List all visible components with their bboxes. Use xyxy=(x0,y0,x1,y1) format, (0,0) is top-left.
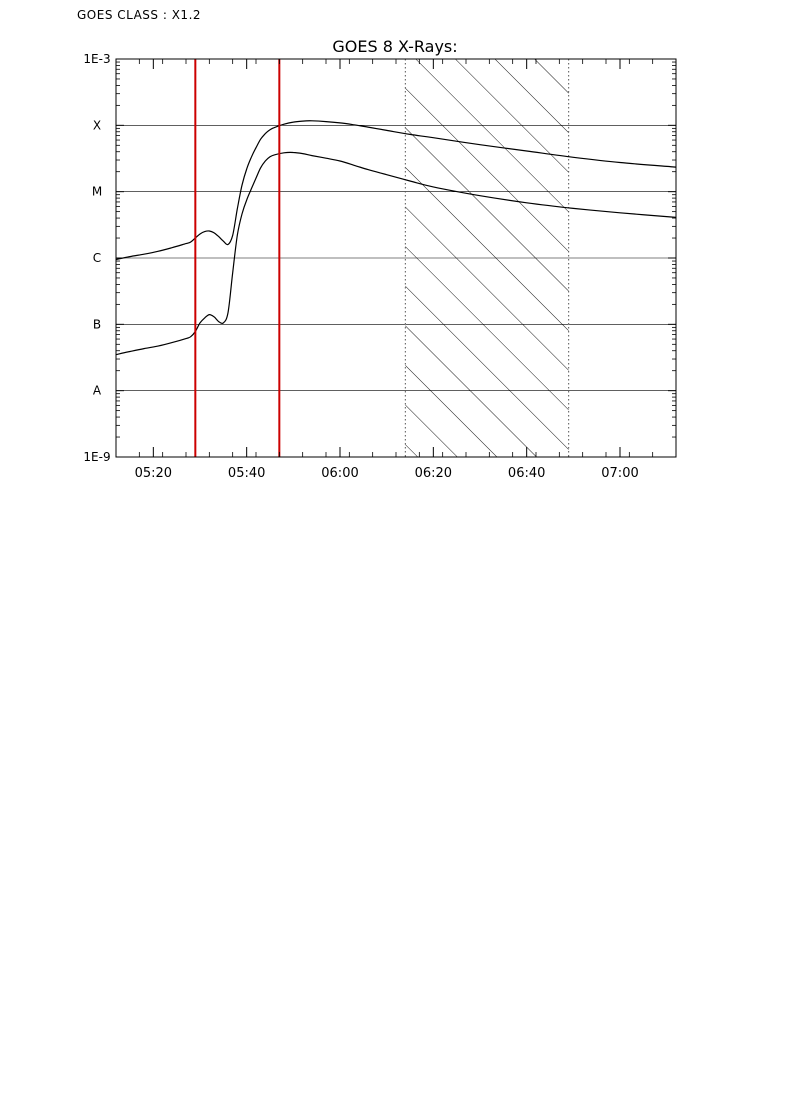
goes-xray-chart: GOES 8 X-Rays: 1E-3 X M C B A 1E-9 05:20 05:40 06… xyxy=(83,37,677,481)
x-tick-label: 05:40 xyxy=(228,466,265,481)
y-tick-label: M xyxy=(92,185,102,199)
x-tick-label: 07:00 xyxy=(601,466,638,481)
y-tick-label: B xyxy=(93,317,101,331)
y-tick-label: 1E-3 xyxy=(83,52,110,66)
goes-class-header: GOES CLASS : X1.2 xyxy=(77,8,202,22)
chart-title: GOES 8 X-Rays: xyxy=(332,37,457,56)
y-tick-label: C xyxy=(93,251,101,265)
plot-frame xyxy=(115,58,677,458)
y-tick-label: X xyxy=(93,118,101,132)
grid-lines xyxy=(116,125,676,391)
x-tick-label: 05:20 xyxy=(135,466,172,481)
tick-labels-group: 1E-3 X M C B A 1E-9 05:20 05:40 06:00 06:20 06:40 07… xyxy=(83,52,638,481)
hatched-region-group xyxy=(404,59,570,457)
y-tick-label: A xyxy=(93,384,102,398)
x-tick-label: 06:00 xyxy=(321,466,358,481)
series-line-1 xyxy=(115,120,677,261)
series-group xyxy=(115,120,677,356)
hatched-region xyxy=(405,59,569,457)
y-tick-label: 1E-9 xyxy=(83,450,110,464)
series-line-2 xyxy=(115,151,677,356)
vertical-lines-group xyxy=(194,59,281,457)
x-tick-label: 06:40 xyxy=(508,466,545,481)
x-tick-label: 06:20 xyxy=(415,466,452,481)
